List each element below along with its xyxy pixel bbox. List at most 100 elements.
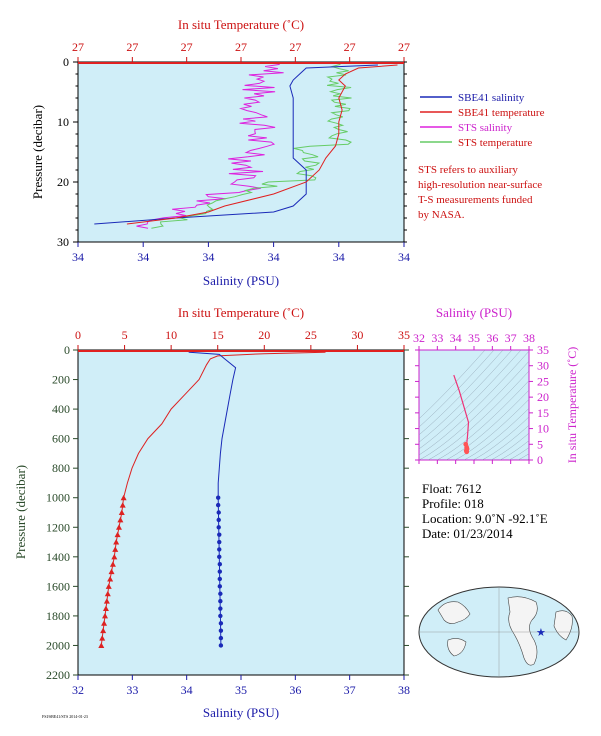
top-temp-tick-label: 27 [126,40,138,54]
ts-isopycnal [419,350,495,428]
bottom-p-tick-label: 0 [64,343,70,357]
ts-x-tick-label: 36 [486,331,498,345]
ts-y-tick-label: 15 [537,406,549,420]
bottom-p-tick-label: 800 [52,461,70,475]
bottom-temperature-marker [102,612,109,619]
bottom-p-tick-label: 600 [52,432,70,446]
top-panel-series [78,62,404,229]
bottom-salinity-marker [217,562,223,567]
ts-x-tick-label: 34 [450,331,462,345]
bottom-salinity-marker [217,584,223,589]
top-temp-tick-label: 27 [289,40,301,54]
ts-isopycnal [517,453,529,460]
top-sal-tick-label: 34 [398,250,410,264]
ts-isopycnal [445,389,529,460]
bottom-salinity-marker [218,628,224,633]
bottom-temperature-marker [119,502,126,508]
bottom-temperature-marker [112,546,119,552]
bottom-temperature-marker [108,568,115,575]
bottom-temperature-marker [104,590,111,597]
deep-profile-panel: In situ Temperature (˚C) 0 5 10 15 20 25 30 35 … [13,305,410,720]
sts-note: STS refers to auxiliary high-resolution … [418,164,542,221]
top-temp-tick-label: 27 [72,40,84,54]
bottom-salinity-marker [217,576,223,582]
bottom-plot-area [77,349,405,676]
bottom-panel-series [78,349,404,648]
ts-y-tick-label: 35 [537,343,549,357]
bottom-salinity-marker [217,554,222,560]
ts-x-tick-label: 32 [413,331,425,345]
ts-x-tick-label: 33 [431,331,443,345]
legend-sbe41-salinity: SBE41 salinity [458,92,525,104]
ts-y-tick-label: 25 [537,374,549,388]
ts-x-tick-label: 38 [523,331,535,345]
bottom-panel-pressure-ticks: 0 200 400 600 800 1000 1200 1400 1600 1800 2000 220… [46,343,409,682]
bottom-temperature-marker [114,531,121,538]
sts-note-line-4: by NASA. [418,209,465,221]
ts-temp-axis-title: In situ Temperature (˚C) [565,347,579,464]
bottom-temperature-marker [120,494,127,501]
ts-isopycnal [454,399,529,460]
top-temp-tick-label: 27 [235,40,247,54]
ts-isopycnal [463,407,529,460]
top-sal-tick-label: 34 [268,250,280,264]
bottom-temp-tick-label: 35 [398,328,410,342]
top-panel-pressure-axis-title: Pressure (decibar) [30,105,45,199]
map-australia [447,638,467,657]
near-surface-panel: In situ Temperature (˚C) 27 27 27 27 27 27 27 … [30,17,545,288]
bottom-sal-tick-label: 37 [344,683,356,697]
top-plot-area [77,61,405,243]
bottom-temp-tick-label: 0 [75,328,81,342]
profile-number: Profile: 018 [422,496,484,511]
ts-isopycnal [436,380,529,460]
bottom-sal-tick-label: 38 [398,683,410,697]
profile-date: Date: 01/23/2014 [422,526,513,541]
footer-text: FSI/SBE41/STS 2014-01-23 [42,714,88,719]
ts-y-tick-label: 30 [537,359,549,373]
bottom-temperature-marker [100,627,107,634]
ts-y-tick-label: 5 [537,437,543,451]
top-panel-temp-ticks: 27 27 27 27 27 27 27 [72,40,410,62]
bottom-panel-salinity-ticks: 32 33 34 35 36 37 38 [72,675,410,697]
float-position-marker: ★ [536,627,546,639]
bottom-panel-pressure-axis-title: Pressure (decibar) [13,465,28,559]
top-panel-pressure-ticks: 0 10 20 30 [57,55,407,249]
bottom-temperature-marker [103,598,110,604]
bottom-salinity-marker [217,569,223,574]
bottom-temperature-marker [107,575,114,582]
top-sts-temperature-line [151,63,353,229]
bottom-temp-tick-label: 30 [351,328,363,342]
top-panel-temp-axis-title: In situ Temperature (˚C) [178,17,304,32]
top-sal-tick-label: 34 [202,250,214,264]
bottom-salinity-marker [218,591,223,596]
ts-isopycnal-contours [419,350,529,460]
legend-sts-salinity: STS salinity [458,122,513,134]
bottom-p-tick-label: 1600 [46,579,70,593]
top-sbe41-temperature-line [126,64,398,225]
bottom-salinity-marker [215,502,221,508]
top-sal-tick-label: 34 [333,250,345,264]
ts-isopycnal [419,350,522,450]
top-sal-tick-label: 34 [72,250,84,264]
bottom-temperature-marker [118,509,125,515]
top-p-tick-label: 20 [57,175,69,189]
ts-isopycnal [472,416,529,460]
bottom-p-tick-label: 1800 [46,609,70,623]
bottom-salinity-marker [218,621,224,626]
bottom-temperature-marker [111,553,118,560]
bottom-salinity-marker [216,510,221,515]
bottom-salinity-marker [216,525,221,530]
top-sbe41-salinity-line [94,64,378,225]
float-location: Location: 9.0˚N -92.1˚E [422,511,548,526]
bottom-p-tick-label: 200 [52,373,70,387]
bottom-salinity-marker [218,606,223,611]
bottom-sal-tick-label: 33 [126,683,138,697]
ts-series [453,374,470,455]
float-info: Float: 7612 Profile: 018 Location: 9.0˚N… [422,481,548,541]
bottom-salinity-marker [217,532,222,537]
ts-isopycnal [508,447,529,460]
top-p-tick-label: 10 [57,115,69,129]
bottom-salinity-marker [218,613,223,619]
sts-note-line-3: T-S measurements funded [418,194,533,206]
